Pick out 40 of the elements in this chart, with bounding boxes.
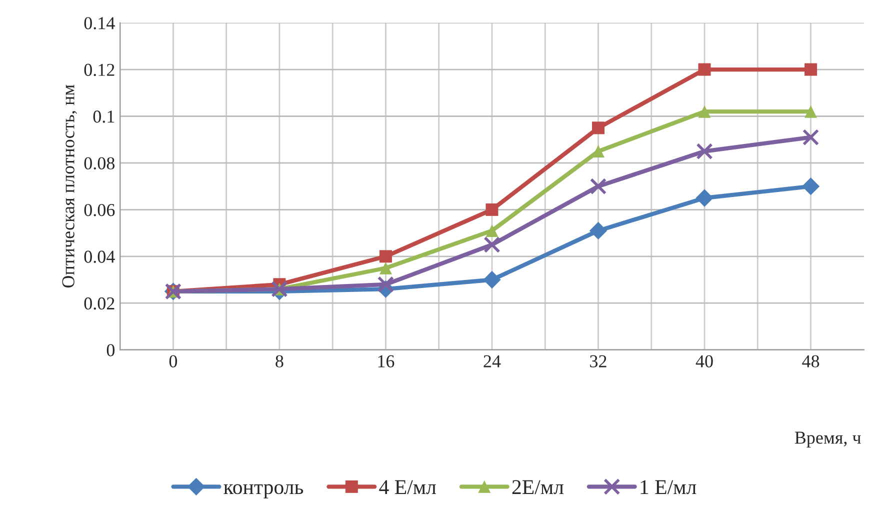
- y-tick-label: 0.04: [84, 250, 115, 263]
- legend-label: контроль: [224, 484, 304, 498]
- x-tick-label: 16: [378, 355, 394, 368]
- point: [379, 262, 392, 274]
- point: [696, 142, 713, 160]
- point: [377, 276, 394, 293]
- legend-label: 1 Е/мл: [640, 480, 696, 494]
- y-tick-label: 0.14: [84, 17, 115, 30]
- point: [592, 122, 604, 134]
- point: [802, 128, 820, 146]
- point: [486, 224, 498, 237]
- x-tick-label: 32: [590, 355, 606, 368]
- y-tick-label: 0.12: [84, 64, 114, 76]
- point: [486, 203, 498, 216]
- y-tick-label: 0: [106, 344, 115, 356]
- x-tick-label: 8: [276, 355, 284, 368]
- y-tick-label: 0.06: [84, 204, 115, 216]
- point: [592, 145, 604, 158]
- point: [484, 236, 500, 254]
- point: [802, 177, 820, 196]
- x-tick-label: 40: [696, 355, 713, 368]
- y-tick-label: 0.08: [84, 157, 115, 170]
- x-tick-label: 48: [802, 355, 820, 368]
- point: [590, 178, 607, 195]
- legend-label: 2Е/мл: [512, 480, 564, 494]
- point: [804, 105, 818, 118]
- legend-label: 4 Е/мл: [379, 480, 436, 494]
- y-axis-title: Оптическая плотность, нм: [62, 84, 77, 288]
- point: [589, 222, 608, 240]
- point: [696, 189, 714, 207]
- y-tick-label: 0.1: [93, 110, 114, 123]
- x-tick-label: 0: [169, 355, 178, 368]
- point: [698, 105, 711, 118]
- point: [379, 250, 392, 263]
- point: [804, 63, 818, 76]
- x-tick-label: 24: [484, 355, 501, 368]
- point: [483, 270, 501, 289]
- point: [698, 63, 711, 76]
- y-tick-label: 0.02: [84, 297, 114, 310]
- x-axis-title: Время, ч: [794, 432, 861, 448]
